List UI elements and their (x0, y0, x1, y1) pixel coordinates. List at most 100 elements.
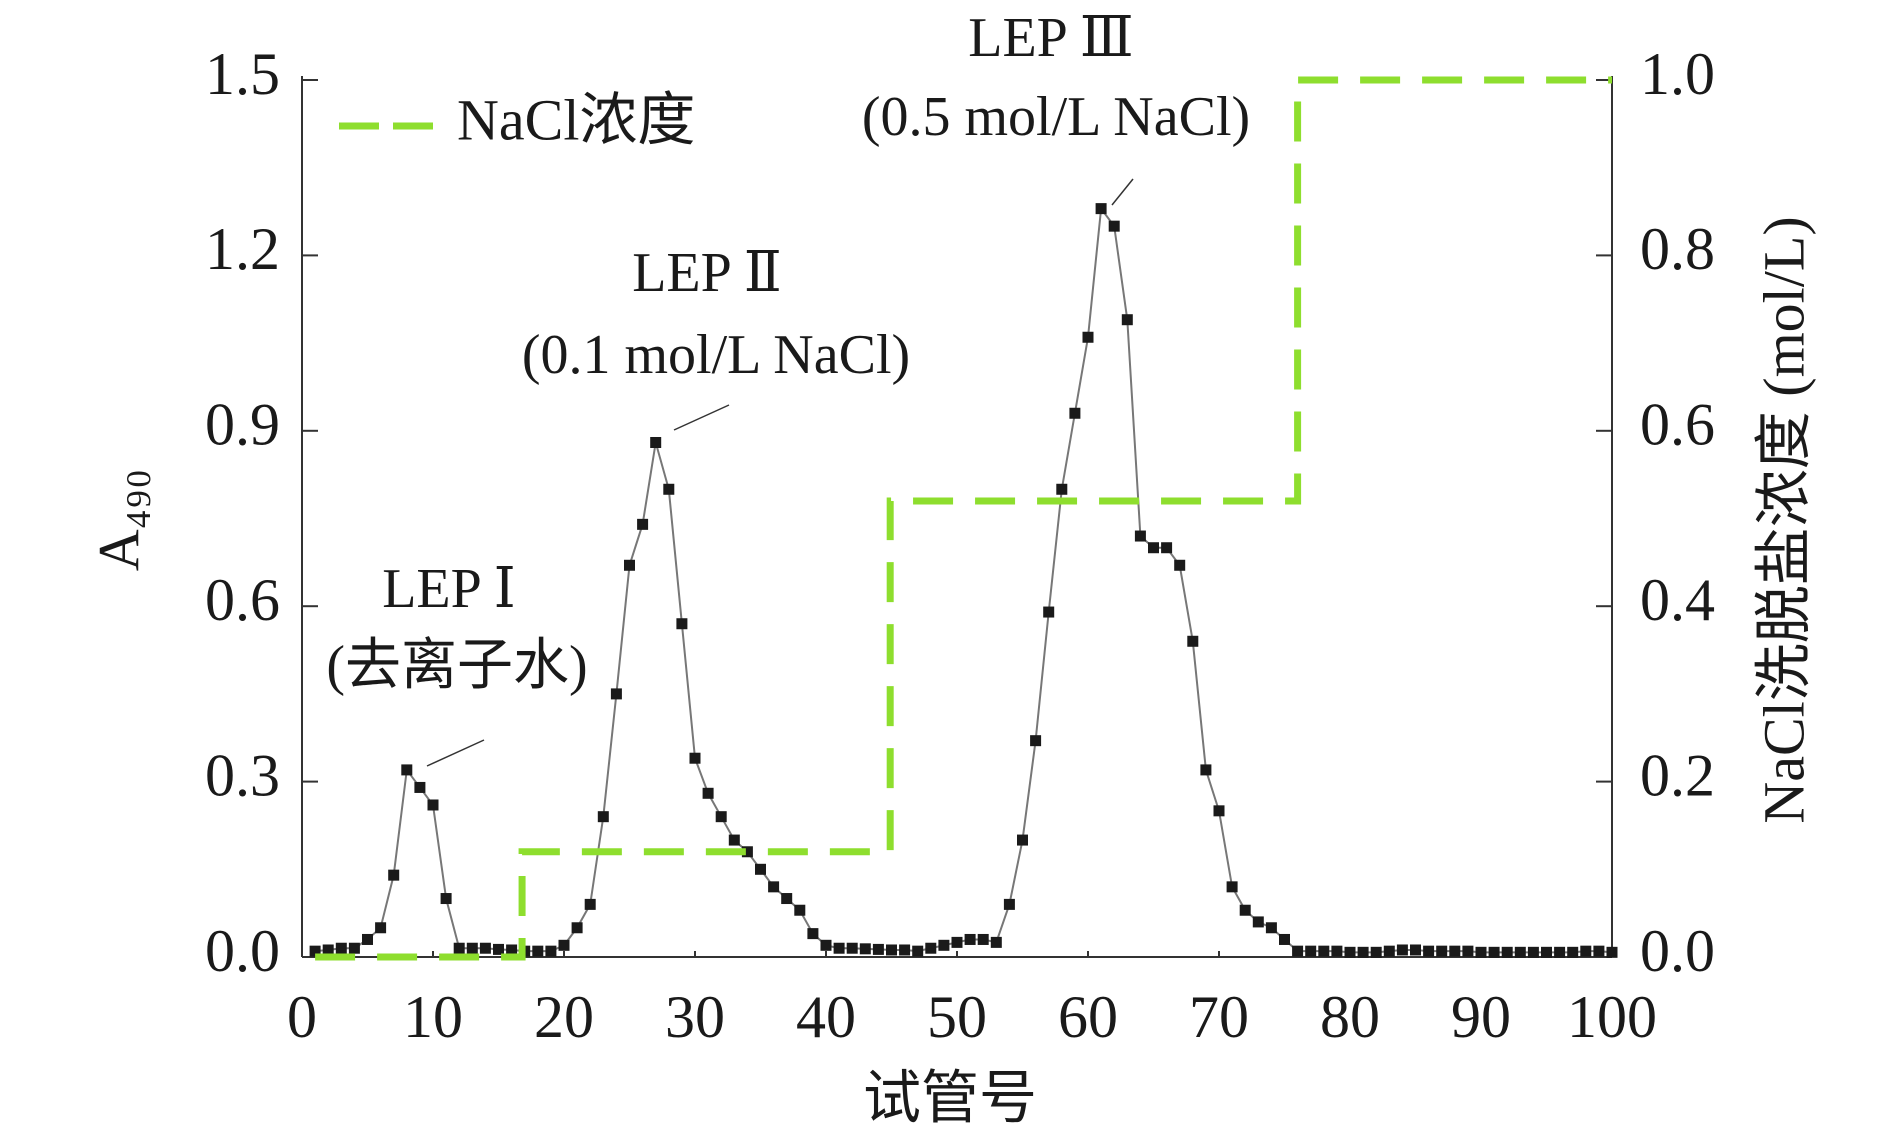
data-point (728, 834, 740, 846)
x-tick-label: 30 (665, 984, 725, 1050)
legend-label: NaCl浓度 (457, 87, 695, 152)
data-point (1436, 945, 1448, 957)
y-tick-label: 0.0 (205, 918, 280, 984)
data-point (1567, 946, 1579, 958)
data-point (951, 936, 963, 948)
x-tick-label: 10 (403, 984, 463, 1050)
x-tick-label: 0 (287, 984, 317, 1050)
data-point (1514, 946, 1526, 958)
data-point (676, 618, 688, 630)
annotation: (0.5 mol/L NaCl) (862, 86, 1250, 148)
data-point (1331, 945, 1343, 957)
x-tick-label: 50 (927, 984, 987, 1050)
data-point (637, 518, 649, 530)
x-tick-label: 40 (796, 984, 856, 1050)
data-point (610, 688, 622, 700)
data-point (1423, 945, 1435, 957)
data-point (1200, 764, 1212, 776)
data-point (702, 787, 714, 799)
annotation: (去离子水) (326, 635, 587, 697)
data-point (1121, 314, 1133, 326)
data-point (925, 942, 937, 954)
y2-axis-label: NaCl洗脱盐浓度 (mol/L) (1751, 216, 1816, 823)
data-point (335, 942, 347, 954)
data-point (1082, 331, 1094, 343)
data-point (807, 928, 819, 940)
data-point (1527, 946, 1539, 958)
leader-line (1111, 178, 1134, 206)
data-point (964, 933, 976, 945)
data-point (715, 811, 727, 823)
y-tick-label: 0.3 (205, 742, 280, 808)
data-point (453, 942, 465, 954)
data-point (506, 944, 518, 956)
data-point (899, 944, 911, 956)
data-point (1069, 407, 1081, 419)
data-point (741, 846, 753, 858)
data-point (938, 939, 950, 951)
y2-tick-label: 0.8 (1640, 216, 1715, 282)
data-point (1279, 933, 1290, 945)
data-point (1056, 483, 1068, 495)
data-point (1174, 559, 1186, 571)
data-point (414, 781, 426, 793)
data-point (1501, 946, 1513, 958)
data-point (1148, 542, 1159, 554)
data-point (1252, 916, 1264, 928)
data-point (781, 893, 793, 905)
y-tick-label: 1.5 (205, 41, 280, 107)
data-point (1292, 945, 1304, 957)
leader-line (426, 739, 485, 767)
data-point (466, 942, 478, 954)
data-point (440, 893, 452, 905)
data-point (322, 944, 334, 956)
data-point (1030, 735, 1042, 747)
data-point (571, 922, 583, 934)
data-point (755, 863, 766, 875)
data-point (348, 942, 360, 954)
data-point (650, 436, 662, 448)
data-point (479, 942, 491, 954)
data-point (1370, 946, 1382, 958)
data-point (833, 942, 845, 954)
annotation: LEP Ⅲ (968, 7, 1133, 69)
annotation: (0.1 mol/L NaCl) (522, 324, 910, 386)
x-tick-label: 80 (1320, 984, 1380, 1050)
data-point (309, 945, 321, 957)
data-point (663, 483, 675, 495)
data-point (545, 945, 557, 957)
data-point (401, 764, 413, 776)
data-point (1318, 945, 1330, 957)
y2-tick-label: 1.0 (1640, 41, 1715, 107)
data-point (1580, 945, 1592, 957)
data-point (1449, 945, 1461, 957)
data-point (1593, 945, 1605, 957)
data-point (1108, 220, 1120, 232)
data-point (375, 922, 387, 934)
data-point (624, 559, 635, 571)
data-point (872, 943, 884, 955)
data-point (990, 936, 1002, 948)
data-point (1541, 946, 1552, 958)
data-point (768, 881, 780, 893)
y2-tick-label: 0.2 (1640, 742, 1715, 808)
data-point (1161, 542, 1173, 554)
data-point (1396, 944, 1408, 956)
data-point (1357, 946, 1369, 958)
data-point (1226, 881, 1238, 893)
leader-line (673, 404, 730, 431)
data-point (1095, 203, 1107, 215)
data-point (1305, 945, 1317, 957)
x-tick-label: 70 (1189, 984, 1249, 1050)
data-point (1606, 946, 1618, 958)
data-point (493, 943, 504, 955)
data-point (820, 939, 832, 951)
x-axis-label: 试管号 (863, 1065, 1037, 1130)
data-point (1475, 946, 1487, 958)
data-point (388, 869, 400, 881)
data-point (1187, 635, 1199, 647)
y-axis-label: A₄₉₀ (86, 469, 151, 572)
annotation: LEP Ⅱ (632, 242, 782, 304)
